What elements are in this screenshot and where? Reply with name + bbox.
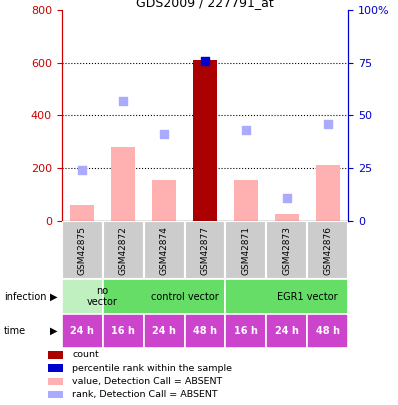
Bar [70, 205, 94, 221]
Point [161, 131, 167, 138]
Bar [185, 314, 225, 348]
Text: 16 h: 16 h [234, 326, 258, 336]
Text: rank, Detection Call = ABSENT: rank, Detection Call = ABSENT [72, 390, 218, 399]
Point [243, 127, 249, 133]
Text: EGR1 vector: EGR1 vector [277, 292, 338, 302]
Bar [103, 221, 144, 279]
Bar [266, 314, 307, 348]
Bar [185, 221, 225, 279]
Text: value, Detection Call = ABSENT: value, Detection Call = ABSENT [72, 377, 223, 386]
Bar [225, 221, 266, 279]
Text: ▶: ▶ [50, 292, 57, 302]
Bar [234, 180, 258, 221]
Text: GSM42874: GSM42874 [160, 226, 168, 275]
Bar [48, 377, 63, 385]
Bar [103, 279, 225, 314]
Title: GDS2009 / 227791_at: GDS2009 / 227791_at [136, 0, 274, 9]
Bar [62, 314, 103, 348]
Text: GSM42876: GSM42876 [323, 226, 332, 275]
Text: time: time [4, 326, 26, 336]
Bar [103, 314, 144, 348]
Text: GSM42877: GSM42877 [201, 226, 209, 275]
Bar [225, 314, 266, 348]
Text: 24 h: 24 h [70, 326, 94, 336]
Text: 16 h: 16 h [111, 326, 135, 336]
Bar [266, 221, 307, 279]
Text: infection: infection [4, 292, 47, 302]
Text: 24 h: 24 h [152, 326, 176, 336]
Text: 24 h: 24 h [275, 326, 299, 336]
Point [284, 194, 290, 201]
Bar [48, 351, 63, 358]
Text: percentile rank within the sample: percentile rank within the sample [72, 364, 232, 373]
Bar [62, 279, 103, 314]
Bar [307, 221, 348, 279]
Bar [48, 364, 63, 372]
Point [120, 98, 126, 104]
Bar [225, 279, 348, 314]
Text: GSM42873: GSM42873 [282, 226, 291, 275]
Point [325, 121, 331, 127]
Text: GSM42875: GSM42875 [78, 226, 87, 275]
Bar [144, 314, 185, 348]
Bar [275, 214, 299, 221]
Point [202, 58, 208, 64]
Bar [307, 314, 348, 348]
Text: ▶: ▶ [50, 326, 57, 336]
Bar [144, 221, 185, 279]
Point [79, 167, 85, 173]
Text: 48 h: 48 h [193, 326, 217, 336]
Text: 48 h: 48 h [316, 326, 340, 336]
Bar [62, 221, 103, 279]
Bar [152, 180, 176, 221]
Text: no
vector: no vector [87, 286, 118, 307]
Text: count: count [72, 350, 99, 359]
Bar [193, 60, 217, 221]
Text: GSM42872: GSM42872 [119, 226, 128, 275]
Text: control vector: control vector [150, 292, 219, 302]
Text: GSM42871: GSM42871 [242, 226, 250, 275]
Bar [316, 165, 340, 221]
Bar [48, 391, 63, 398]
Bar [111, 147, 135, 221]
